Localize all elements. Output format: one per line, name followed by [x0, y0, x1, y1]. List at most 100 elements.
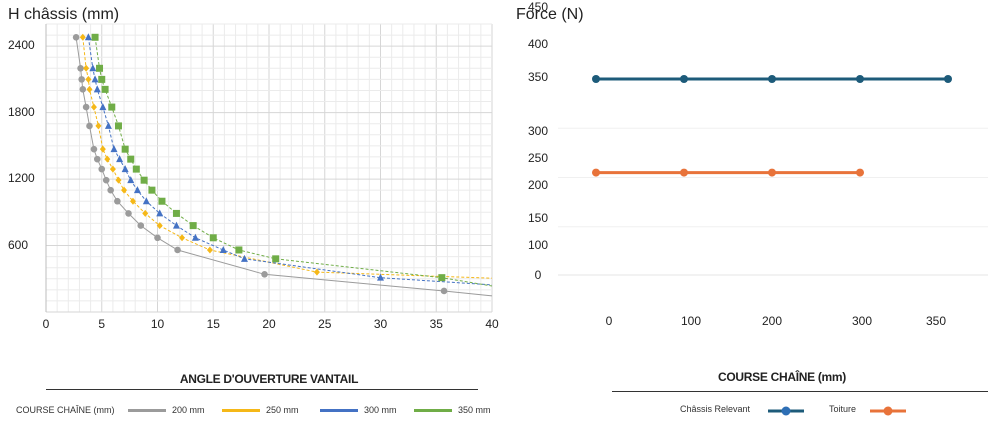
data-point [592, 168, 600, 177]
data-point [191, 233, 199, 241]
data-point [114, 122, 122, 130]
data-point [172, 221, 180, 229]
left-legend-title: COURSE CHAÎNE (mm) [16, 405, 115, 415]
data-point [856, 75, 864, 83]
data-point [148, 186, 156, 194]
left-y-tick-label: 1800 [8, 104, 35, 119]
data-point [944, 75, 952, 83]
data-point [219, 245, 227, 253]
data-point [85, 75, 92, 83]
data-point [440, 287, 448, 295]
legend-marker [883, 406, 893, 416]
data-point [174, 246, 181, 254]
right-x-title-rule [612, 391, 988, 392]
legend-swatch [320, 409, 358, 412]
left-legend: COURSE CHAÎNE (mm) [16, 405, 115, 415]
data-point [438, 274, 446, 282]
legend-label: 350 mm [458, 405, 491, 415]
data-point [108, 103, 116, 111]
data-point [154, 234, 161, 242]
data-point [110, 145, 118, 153]
data-point [93, 155, 101, 163]
data-point [116, 155, 124, 163]
data-point [121, 165, 129, 173]
data-point [86, 122, 93, 130]
left-x-tick-label: 10 [150, 317, 165, 331]
data-point [90, 103, 97, 111]
data-point [98, 165, 106, 173]
data-point [127, 176, 135, 184]
legend-label: 200 mm [172, 405, 205, 415]
left-x-tick-label: 0 [42, 317, 50, 331]
left-x-axis-title: ANGLE D'OUVERTURE VANTAIL [179, 372, 359, 386]
legend-label: 250 mm [266, 405, 299, 415]
data-point [172, 209, 180, 217]
legend-label: Châssis Relevant [680, 404, 751, 414]
right-y-tick-label: 0 [534, 268, 542, 282]
data-point [114, 197, 121, 205]
data-point [78, 76, 85, 83]
left-x-tick-label: 5 [98, 317, 106, 331]
data-point [89, 64, 97, 72]
data-point [680, 168, 688, 177]
left-y-tick-label: 1200 [8, 171, 35, 186]
data-point [125, 210, 132, 217]
data-point [272, 255, 280, 263]
left-chart-title: H châssis (mm) [8, 6, 120, 23]
left-x-tick-label: 20 [262, 317, 276, 331]
data-point [377, 273, 384, 281]
legend-label: Toiture [829, 404, 857, 414]
data-point [72, 33, 80, 41]
data-point [79, 33, 86, 41]
data-point [206, 246, 213, 254]
data-point [142, 197, 150, 205]
data-point [137, 222, 145, 229]
data-point [121, 145, 129, 153]
data-point [107, 186, 114, 194]
legend-label: 300 mm [364, 405, 397, 415]
data-point [96, 64, 104, 72]
data-point [235, 246, 243, 254]
data-point [91, 75, 99, 83]
legend-marker [781, 406, 791, 416]
data-point [91, 33, 99, 41]
data-point [99, 145, 106, 153]
data-point [90, 145, 98, 153]
data-point [189, 222, 197, 230]
right-x-tick-label: 100 [680, 314, 702, 328]
left-x-title-rule [46, 389, 478, 390]
right-x-tick-label: 300 [851, 314, 873, 328]
data-point [856, 168, 864, 177]
data-point [133, 186, 141, 194]
data-point [209, 234, 217, 242]
data-point [84, 33, 92, 41]
data-point [129, 197, 136, 205]
data-point [95, 122, 102, 130]
data-point [127, 155, 135, 163]
data-point [592, 75, 600, 83]
data-point [261, 271, 268, 278]
data-point [93, 85, 101, 93]
left-x-tick-label: 40 [485, 317, 499, 331]
left-x-tick-label: 35 [429, 317, 443, 331]
data-point [132, 165, 140, 173]
right-x-axis-title: COURSE CHAÎNE (mm) [718, 370, 846, 384]
data-point [115, 176, 122, 184]
data-point [83, 64, 90, 72]
right-y-tick-label: 450 [527, 0, 549, 14]
data-point [104, 121, 112, 129]
data-point [680, 75, 688, 83]
data-point [240, 254, 248, 262]
data-point [156, 222, 163, 230]
data-point [121, 186, 128, 194]
data-point [86, 85, 93, 93]
right-y-tick-label: 200 [527, 178, 549, 192]
left-y-tick-label: 2400 [8, 38, 35, 53]
right-x-tick-label: 200 [761, 314, 783, 328]
data-point [99, 103, 107, 111]
data-point [158, 197, 166, 205]
left-x-tick-label: 25 [318, 317, 332, 331]
legend-swatch [414, 409, 452, 412]
